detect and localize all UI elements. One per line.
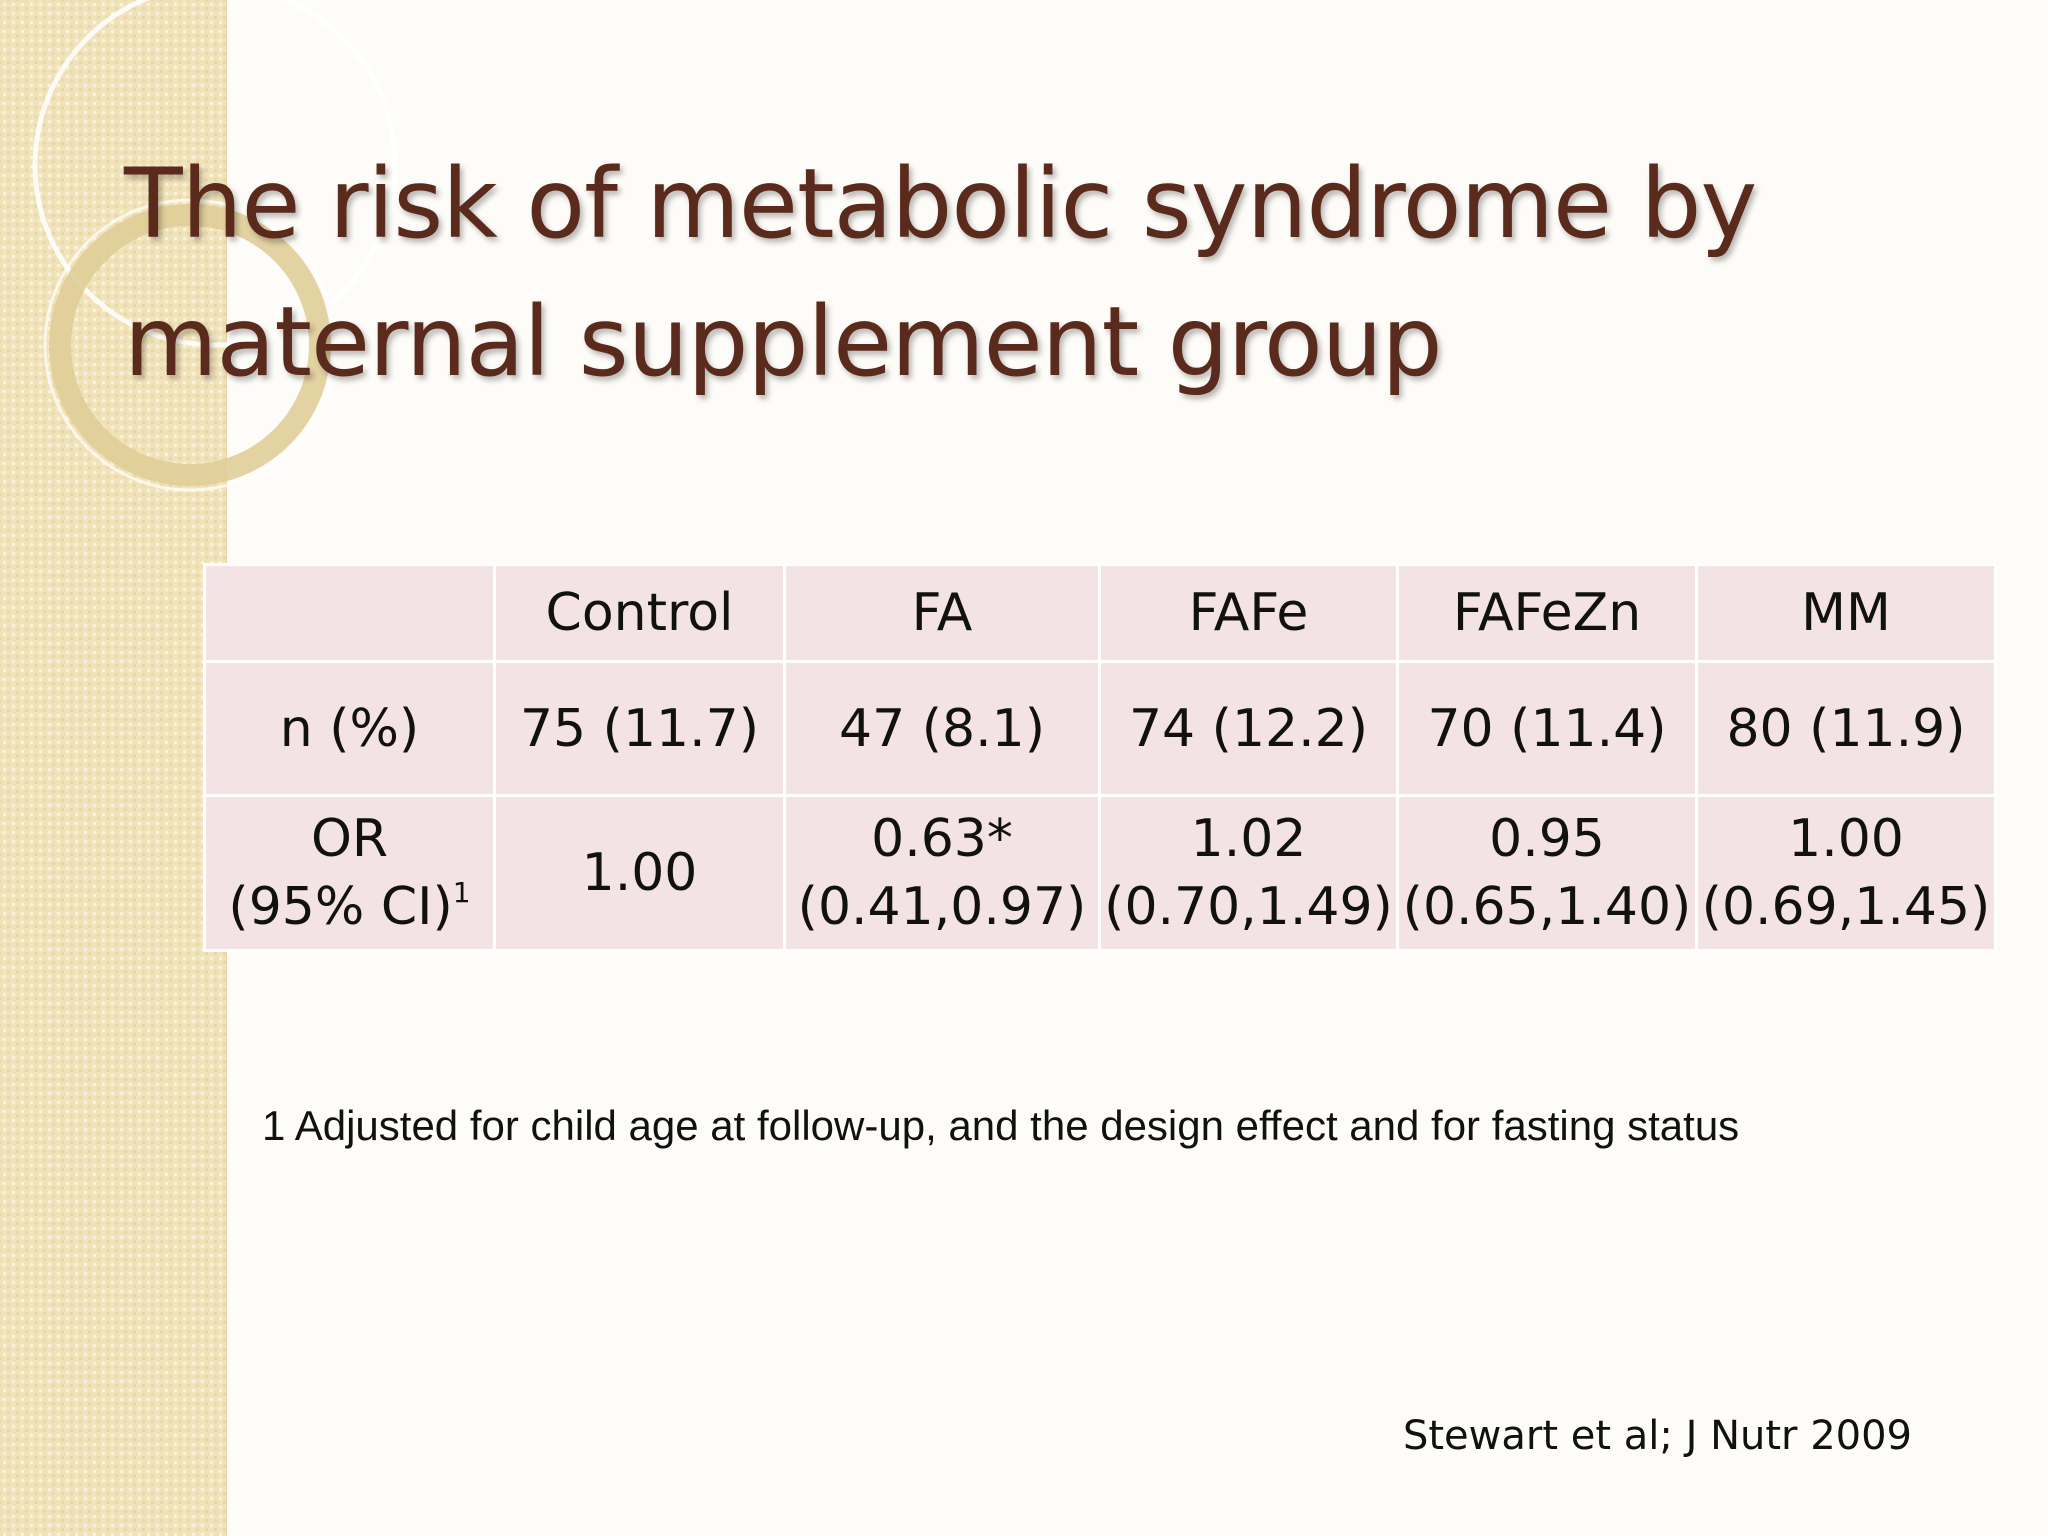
- table-cell: 75 (11.7): [496, 663, 783, 794]
- table-cell: 1.00 (0.69,1.45): [1698, 797, 1994, 949]
- table-header-cell-mm: MM: [1698, 566, 1994, 660]
- row-label-n-percent: n (%): [206, 663, 493, 794]
- confidence-interval: (0.41,0.97): [797, 877, 1087, 937]
- source-citation: Stewart et al; J Nutr 2009: [1402, 1413, 1912, 1459]
- table-cell: 0.95 (0.65,1.40): [1399, 797, 1695, 949]
- confidence-interval: (0.65,1.40): [1402, 877, 1692, 937]
- table-row-n-percent: n (%) 75 (11.7) 47 (8.1) 74 (12.2) 70 (1…: [206, 663, 1994, 794]
- confidence-interval: (0.70,1.49): [1104, 877, 1393, 937]
- table-row-odds-ratio: OR (95% CI)1 1.00 0.63* (0.41,0.97) 1.02…: [206, 797, 1994, 949]
- odds-ratio-value: 1.02: [1190, 809, 1307, 869]
- decorative-rings: [32, 0, 398, 492]
- row-label-odds-ratio: OR (95% CI)1: [206, 797, 493, 949]
- slide-title-line1: The risk of metabolic syndrome by: [124, 148, 1757, 260]
- odds-ratio-value: 1.00: [1788, 809, 1904, 869]
- table-header-cell-control: Control: [496, 566, 783, 660]
- row-label-ci-text: (95% CI): [228, 877, 453, 937]
- row-label-or: OR: [310, 809, 389, 869]
- table-header-row: Control FA FAFe FAFeZn MM: [206, 566, 1994, 660]
- confidence-interval: (0.69,1.45): [1701, 877, 1991, 937]
- table-header-cell-fafe: FAFe: [1101, 566, 1396, 660]
- decorative-side-band: [0, 0, 227, 1536]
- table-header-cell-empty: [206, 566, 493, 660]
- slide-title: The risk of metabolic syndrome by matern…: [124, 135, 1924, 411]
- table-cell: 0.63* (0.41,0.97): [786, 797, 1098, 949]
- table-header-cell-fa: FA: [786, 566, 1098, 660]
- row-label-ci: (95% CI)1: [206, 873, 493, 941]
- footnote-marker: 1: [452, 876, 471, 909]
- table-cell: 80 (11.9): [1698, 663, 1994, 794]
- table-cell: 47 (8.1): [786, 663, 1098, 794]
- decorative-ring-small-highlight: [43, 198, 337, 492]
- decorative-ring-small: [49, 204, 331, 486]
- table-cell: 70 (11.4): [1399, 663, 1695, 794]
- table-footnote: 1 Adjusted for child age at follow-up, a…: [262, 1102, 1740, 1149]
- slide-title-line2: maternal supplement group: [124, 286, 1443, 398]
- table-cell: 1.02 (0.70,1.49): [1101, 797, 1396, 949]
- odds-ratio-value: 0.95: [1489, 809, 1605, 869]
- table-cell: 74 (12.2): [1101, 663, 1396, 794]
- decorative-ring-large: [32, 0, 398, 348]
- results-table: Control FA FAFe FAFeZn MM n (%) 75 (11.7…: [203, 563, 1997, 952]
- table-header-cell-fafezn: FAFeZn: [1399, 566, 1695, 660]
- odds-ratio-value: 1.00: [581, 843, 698, 903]
- odds-ratio-value: 0.63*: [871, 809, 1013, 869]
- table-cell: 1.00: [496, 797, 783, 949]
